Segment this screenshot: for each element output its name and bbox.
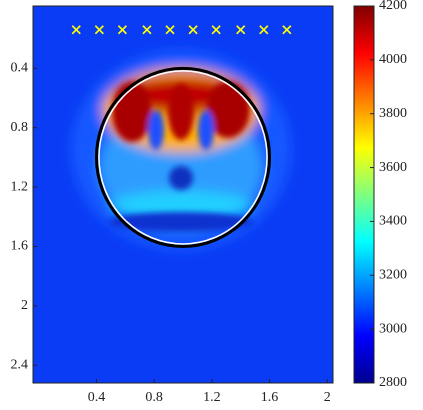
colorbar-tick-label: 3000 bbox=[379, 321, 407, 336]
colorbar-tick-label: 4200 bbox=[379, 0, 407, 13]
receiver-marker bbox=[211, 25, 221, 35]
field-details bbox=[109, 82, 253, 232]
hot-spot bbox=[112, 82, 152, 142]
circle-inner bbox=[98, 70, 268, 245]
heatmap-field bbox=[33, 6, 333, 383]
y-tick-label: 0.4 bbox=[11, 61, 29, 76]
x-tick-label: 0.8 bbox=[145, 390, 163, 405]
y-tick-label: 0.8 bbox=[11, 120, 29, 135]
receiver-marker bbox=[142, 25, 152, 35]
colorbar-tick-label: 3200 bbox=[379, 268, 407, 283]
receiver-marker bbox=[71, 25, 81, 35]
cool-spot bbox=[148, 110, 164, 150]
circle-outline bbox=[94, 66, 272, 248]
inner-ring bbox=[111, 191, 251, 219]
colorbar-tick-label: 2800 bbox=[379, 375, 407, 390]
receiver-marker bbox=[117, 25, 127, 35]
cool-band bbox=[109, 212, 253, 232]
y-tick-label: 1.6 bbox=[11, 239, 29, 254]
cool-spot bbox=[169, 166, 193, 190]
receiver-marker bbox=[282, 25, 292, 35]
cool-spot bbox=[198, 110, 214, 150]
y-tick-label: 1.2 bbox=[11, 179, 29, 194]
colorbar bbox=[353, 5, 375, 384]
receiver-marker bbox=[236, 25, 246, 35]
receiver-marker bbox=[94, 25, 104, 35]
colorbar-tick-label: 3600 bbox=[379, 160, 407, 175]
receiver-marker bbox=[188, 25, 198, 35]
hot-spot bbox=[168, 84, 194, 140]
receiver-marker bbox=[259, 25, 269, 35]
colorbar-tick-label: 4000 bbox=[379, 52, 407, 67]
x-tick-label: 0.4 bbox=[88, 390, 106, 405]
plot-frame bbox=[32, 5, 334, 384]
y-tick-label: 2.4 bbox=[11, 357, 29, 372]
x-tick-label: 1.2 bbox=[203, 390, 221, 405]
y-tick-label: 2 bbox=[21, 298, 28, 313]
receiver-marker bbox=[165, 25, 175, 35]
x-tick-label: 1.6 bbox=[261, 390, 279, 405]
x-tick-label: 2 bbox=[324, 390, 331, 405]
hot-spot bbox=[206, 82, 250, 138]
colorbar-tick-label: 3400 bbox=[379, 214, 407, 229]
colorbar-tick-label: 3800 bbox=[379, 106, 407, 121]
